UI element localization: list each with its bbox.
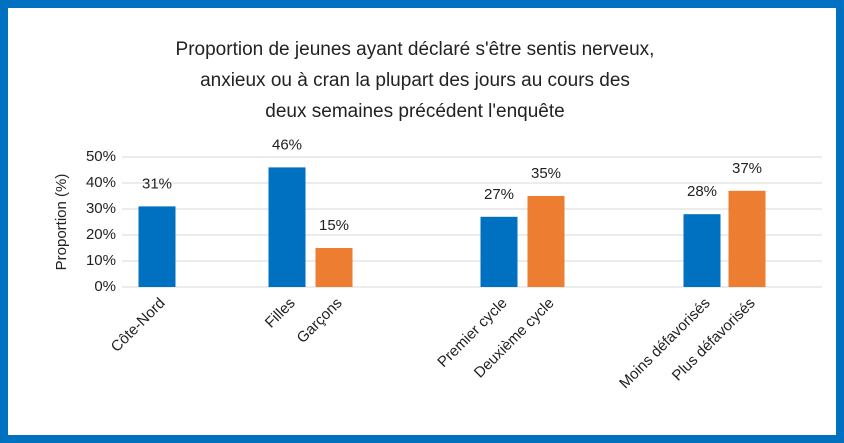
bar	[315, 248, 353, 287]
y-tick-label: 30%	[86, 200, 116, 217]
y-tick-label: 50%	[86, 148, 116, 165]
bar	[138, 206, 176, 287]
chart-title: deux semaines précédent l'enquête	[265, 101, 564, 122]
data-label: 37%	[732, 160, 762, 177]
chart-title: anxieux ou à cran la plupart des jours a…	[200, 70, 630, 91]
data-label: 46%	[272, 136, 302, 153]
data-label: 27%	[484, 186, 514, 203]
chart-title: Proportion de jeunes ayant déclaré s'êtr…	[176, 39, 655, 60]
y-tick-label: 20%	[86, 226, 116, 243]
y-tick-label: 10%	[86, 252, 116, 269]
bar	[480, 216, 518, 287]
y-tick-label: 0%	[94, 278, 116, 295]
data-label: 35%	[531, 165, 561, 182]
bar	[683, 214, 721, 287]
bar	[728, 190, 766, 287]
bar	[527, 196, 565, 287]
y-axis-title: Proportion (%)	[53, 174, 70, 271]
data-label: 28%	[687, 183, 717, 200]
data-label: 31%	[142, 175, 172, 192]
bar	[268, 167, 306, 287]
y-tick-label: 40%	[86, 174, 116, 191]
data-label: 15%	[319, 217, 349, 234]
